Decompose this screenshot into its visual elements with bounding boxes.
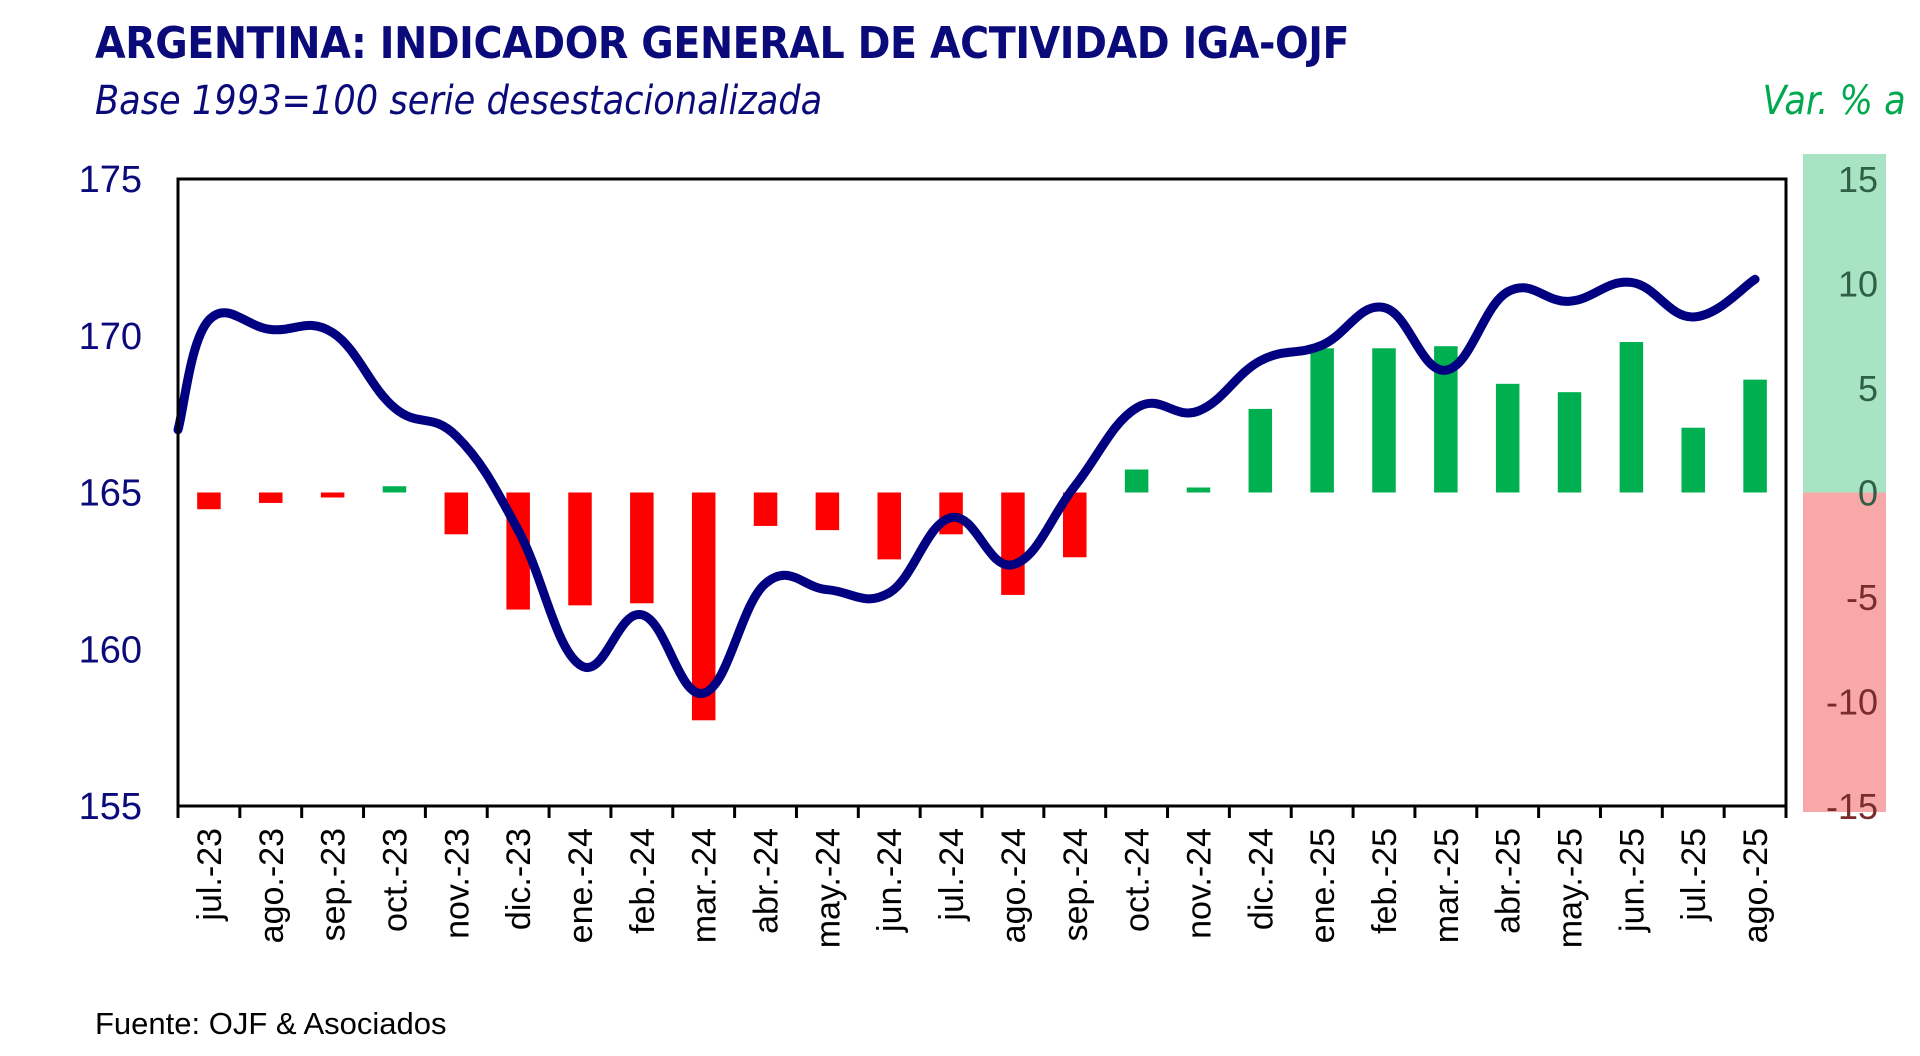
bar-25 bbox=[1743, 379, 1767, 493]
bar-7 bbox=[630, 492, 654, 604]
x-tick-label: ago.-24 bbox=[995, 828, 1033, 943]
line-series bbox=[173, 274, 1760, 698]
left-y-axis: 155 160 165 170 175 bbox=[79, 159, 142, 828]
x-tick-label: jul.-23 bbox=[191, 828, 229, 922]
y2-tick-label: -15 bbox=[1826, 786, 1878, 827]
y2-tick-label: 0 bbox=[1858, 473, 1878, 514]
y2-tick-label: 10 bbox=[1838, 264, 1878, 305]
source-note: Fuente: OJF & Asociados bbox=[95, 1006, 447, 1041]
bar-15 bbox=[1124, 469, 1149, 493]
x-tick-label: sep.-23 bbox=[315, 828, 353, 941]
x-tick-label: dic.-23 bbox=[500, 828, 538, 930]
bar-2 bbox=[320, 492, 345, 498]
x-tick-label: jun.-24 bbox=[871, 828, 909, 933]
y-tick-label: 175 bbox=[79, 159, 142, 201]
y2-tick-label: -10 bbox=[1826, 682, 1878, 723]
bar-1 bbox=[259, 492, 283, 503]
x-tick-label: oct.-23 bbox=[376, 828, 414, 932]
x-tick-label: oct.-24 bbox=[1119, 828, 1157, 932]
right-panel-negative bbox=[1803, 492, 1886, 812]
bar-23 bbox=[1619, 342, 1644, 493]
x-tick-label: ago.-25 bbox=[1737, 828, 1775, 943]
x-tick-label: abr.-25 bbox=[1490, 828, 1528, 934]
x-tick-label: ene.-25 bbox=[1304, 828, 1342, 943]
bar-17 bbox=[1248, 408, 1273, 493]
bar-19 bbox=[1372, 348, 1396, 493]
x-tick-label: may.-25 bbox=[1552, 828, 1590, 948]
bar-16 bbox=[1186, 487, 1211, 493]
bar-4 bbox=[444, 492, 469, 535]
right-panel-positive bbox=[1803, 154, 1886, 493]
y-tick-label: 160 bbox=[79, 629, 142, 671]
plot-frame bbox=[176, 177, 1788, 808]
y2-tick-label: -5 bbox=[1846, 577, 1878, 618]
y-tick-label: 165 bbox=[79, 473, 142, 515]
y2-tick-label: 15 bbox=[1838, 159, 1878, 200]
x-tick-label: nov.-23 bbox=[438, 828, 476, 939]
right-y-axis: -15 -10 -5 0 5 10 15 bbox=[1826, 159, 1878, 827]
y-tick-label: 170 bbox=[79, 316, 142, 358]
bar-21 bbox=[1495, 383, 1520, 493]
bar-18 bbox=[1310, 348, 1334, 493]
iga-line bbox=[173, 274, 1760, 698]
x-tick-label: ago.-23 bbox=[253, 828, 291, 943]
x-tick-label: feb.-25 bbox=[1366, 828, 1404, 934]
y-tick-label: 155 bbox=[79, 786, 142, 828]
x-axis: jul.-23 ago.-23 sep.-23 oct.-23 nov.-23 dic.-… bbox=[176, 806, 1788, 948]
bar-14 bbox=[1063, 492, 1087, 558]
x-tick-label: may.-24 bbox=[809, 828, 847, 948]
x-tick-label: nov.-24 bbox=[1180, 828, 1218, 939]
chart-subtitle: Base 1993=100 serie desestacionalizada bbox=[95, 78, 823, 124]
x-tick-label: dic.-24 bbox=[1242, 828, 1280, 930]
y2-tick-label: 5 bbox=[1858, 368, 1878, 409]
chart-title: ARGENTINA: INDICADOR GENERAL DE ACTIVIDA… bbox=[95, 18, 1350, 69]
bar-20 bbox=[1434, 346, 1458, 493]
bar-8 bbox=[691, 492, 716, 721]
x-tick-label: jul.-25 bbox=[1675, 828, 1713, 922]
x-tick-label: feb.-24 bbox=[624, 828, 662, 934]
bar-11 bbox=[877, 492, 901, 560]
bar-10 bbox=[815, 492, 840, 531]
bar-0 bbox=[197, 492, 221, 510]
bar-3 bbox=[382, 486, 407, 493]
bar-13 bbox=[1001, 492, 1025, 595]
x-tick-label: ene.-24 bbox=[562, 828, 600, 943]
right-axis-title: Var. % a bbox=[1762, 78, 1906, 124]
right-axis-panel bbox=[1803, 154, 1886, 812]
x-tick-label: sep.-24 bbox=[1057, 828, 1095, 941]
bar-22 bbox=[1557, 392, 1582, 493]
x-tick-label: abr.-24 bbox=[748, 828, 786, 934]
bar-6 bbox=[568, 492, 592, 606]
x-tick-label: jun.-25 bbox=[1613, 828, 1651, 933]
bar-9 bbox=[753, 492, 778, 526]
bar-24 bbox=[1681, 427, 1705, 493]
x-tick-label: mar.-25 bbox=[1428, 828, 1466, 943]
x-tick-label: mar.-24 bbox=[686, 828, 724, 943]
bar-series bbox=[197, 342, 1767, 721]
x-tick-label: jul.-24 bbox=[933, 828, 971, 922]
